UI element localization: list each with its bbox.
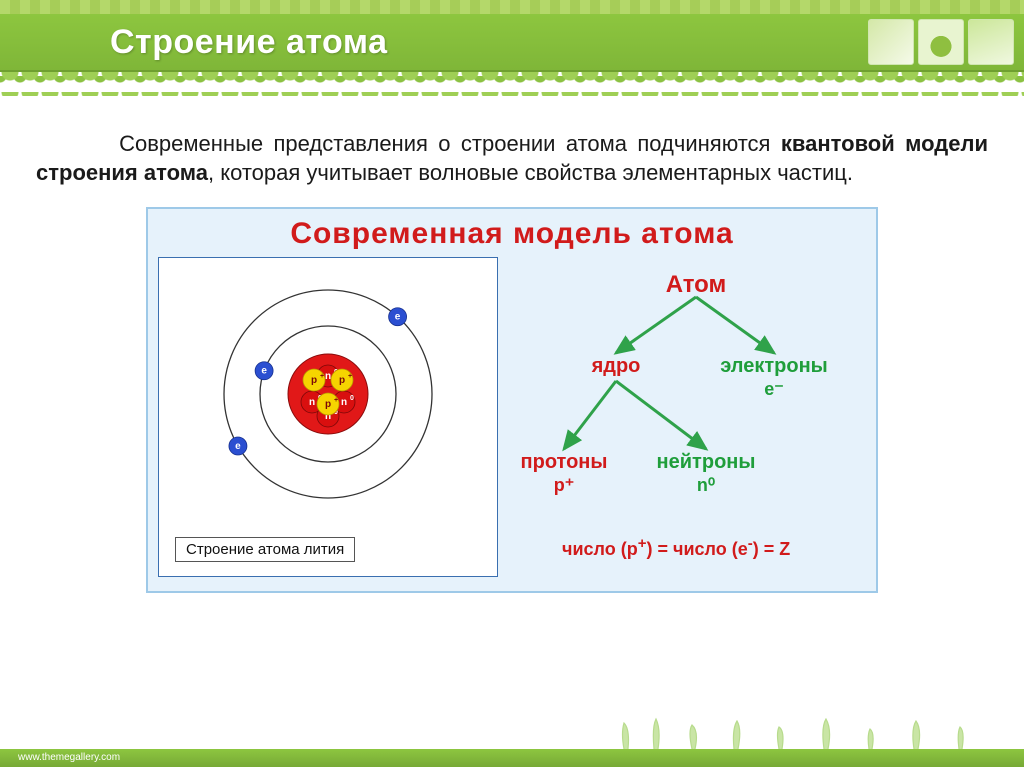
tree-node-neutrons: нейтроныn⁰ — [657, 451, 756, 497]
atom-tree-svg — [516, 257, 876, 577]
intro-paragraph: Современные представления о строении ато… — [36, 130, 988, 187]
svg-text:e: e — [395, 312, 401, 323]
tree-node-atom: Атом — [666, 271, 727, 299]
atom-figure: Современная модель атома n0n0n0n0p+p+p+e… — [146, 207, 878, 593]
svg-text:p: p — [339, 375, 345, 386]
header-thumb-1 — [868, 19, 914, 65]
tree-node-protons: протоныp⁺ — [521, 451, 608, 497]
figure-title: Современная модель атома — [158, 217, 866, 251]
svg-text:e: e — [261, 366, 267, 377]
svg-text:n: n — [341, 397, 347, 408]
atom-tree-box: Атом ядро электроныe⁻ протоныp⁺ нейтроныn⁰ ч… — [516, 257, 866, 577]
svg-text:+: + — [348, 373, 352, 380]
svg-text:n: n — [325, 371, 331, 382]
footer-plants-icon — [614, 709, 994, 749]
footer-bar: www.themegallery.com — [0, 749, 1024, 767]
svg-text:+: + — [320, 373, 324, 380]
content-area: Современные представления о строении ато… — [0, 102, 1024, 593]
header-thumb-2 — [918, 19, 964, 65]
svg-text:n: n — [309, 397, 315, 408]
atom-model-box: n0n0n0n0p+p+p+eee Строение атома лития — [158, 257, 498, 577]
header-thumb-3 — [968, 19, 1014, 65]
title-bar: Строение атома — [0, 14, 1024, 72]
equation: число (p+) = число (e-) = Z — [562, 535, 790, 560]
decorative-top-border — [0, 0, 1024, 14]
svg-text:e: e — [235, 441, 241, 452]
svg-text:+: + — [334, 397, 338, 404]
intro-leading: Современные представления о строении ато… — [119, 131, 781, 156]
footer: www.themegallery.com — [0, 721, 1024, 767]
header-wave-decoration — [0, 72, 1024, 96]
intro-trailing: , которая учитывает волновые свойства эл… — [208, 160, 853, 185]
svg-text:0: 0 — [350, 395, 354, 402]
footer-url: www.themegallery.com — [18, 749, 1024, 767]
atom-caption: Строение атома лития — [175, 537, 355, 562]
svg-text:p: p — [311, 375, 317, 386]
tree-node-nucleus: ядро — [592, 355, 641, 378]
page-title: Строение атома — [110, 23, 388, 62]
svg-text:p: p — [325, 399, 331, 410]
atom-model-svg: n0n0n0n0p+p+p+eee — [178, 272, 478, 532]
tree-node-electrons: электроныe⁻ — [720, 355, 828, 401]
header-thumbnails — [868, 14, 1014, 70]
